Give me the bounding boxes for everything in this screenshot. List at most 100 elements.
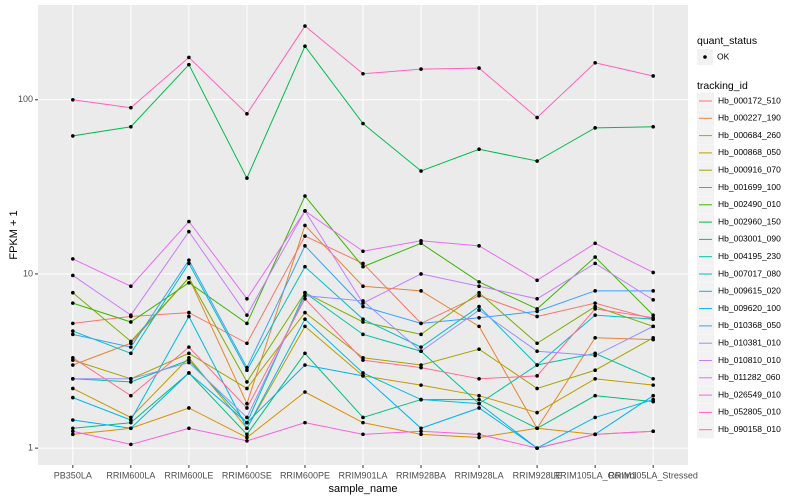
data-point <box>361 121 365 126</box>
data-point <box>477 397 481 402</box>
data-point <box>419 332 423 337</box>
data-point <box>535 341 539 346</box>
legend-label: Hb_002490_010 <box>718 199 781 209</box>
legend-label: Hb_004195_230 <box>718 251 781 261</box>
data-point <box>71 329 75 333</box>
data-point <box>245 432 249 437</box>
data-point <box>361 249 365 254</box>
data-point <box>71 321 75 326</box>
data-point <box>245 386 249 391</box>
data-point <box>71 134 75 138</box>
data-point <box>535 115 539 120</box>
data-point <box>535 426 539 431</box>
data-point <box>477 393 481 398</box>
y-tick-label: 10 <box>23 268 33 278</box>
data-point <box>593 255 597 259</box>
data-point <box>71 332 75 337</box>
data-point <box>361 264 365 269</box>
data-point <box>535 410 539 415</box>
data-point <box>129 313 133 317</box>
data-point <box>129 426 133 431</box>
data-point <box>593 289 597 293</box>
data-point <box>129 284 133 289</box>
data-point <box>361 284 365 289</box>
data-point <box>651 429 655 434</box>
data-point <box>187 406 191 410</box>
data-point <box>477 432 481 437</box>
x-tick-label: RRIM105LA_Stressed <box>608 470 698 480</box>
data-point <box>187 280 191 285</box>
data-point <box>303 390 307 394</box>
data-point <box>477 401 481 406</box>
data-point <box>187 258 191 262</box>
data-point <box>419 363 423 367</box>
legend-label: Hb_000916_070 <box>718 164 781 174</box>
data-point <box>535 296 539 301</box>
data-point <box>361 320 365 324</box>
x-tick-label: RRIM600PE <box>280 470 330 480</box>
data-point <box>477 377 481 381</box>
data-point <box>129 351 133 356</box>
data-point <box>129 393 133 398</box>
x-tick-label: RRIM600SE <box>222 470 272 480</box>
data-point <box>361 317 365 321</box>
data-point <box>535 363 539 367</box>
data-point <box>129 320 133 324</box>
data-point <box>593 261 597 266</box>
data-point <box>303 324 307 329</box>
data-point <box>477 347 481 351</box>
data-point <box>419 426 423 431</box>
data-point <box>361 332 365 337</box>
x-tick-label: RRIM600LA <box>106 470 155 480</box>
data-point <box>477 316 481 320</box>
data-point <box>651 316 655 320</box>
legend-label: Hb_003001_090 <box>718 234 781 244</box>
data-point <box>535 374 539 378</box>
data-point <box>129 442 133 447</box>
data-point <box>187 219 191 224</box>
data-point <box>187 314 191 319</box>
data-point <box>419 238 423 243</box>
data-point <box>651 313 655 317</box>
data-point <box>245 415 249 420</box>
data-point <box>535 278 539 283</box>
data-point <box>651 324 655 329</box>
x-axis-title: sample_name <box>328 483 397 495</box>
data-point <box>245 439 249 443</box>
x-tick-label: RRIM928LA <box>455 470 504 480</box>
data-point <box>651 124 655 129</box>
data-point <box>361 301 365 305</box>
data-point <box>361 415 365 420</box>
data-point <box>303 290 307 295</box>
data-point <box>245 296 249 301</box>
data-point <box>71 273 75 278</box>
legend-label: Hb_052805_010 <box>718 407 781 417</box>
data-point <box>71 377 75 381</box>
data-point <box>419 429 423 434</box>
data-point <box>361 374 365 378</box>
data-point <box>535 446 539 450</box>
legend-label: Hb_000172_510 <box>718 95 781 105</box>
data-point <box>71 356 75 360</box>
data-point <box>245 112 249 116</box>
data-point <box>187 229 191 234</box>
data-point <box>477 406 481 410</box>
data-point <box>651 397 655 402</box>
data-point <box>71 290 75 295</box>
data-point <box>419 272 423 276</box>
data-point <box>593 393 597 398</box>
data-point <box>419 67 423 71</box>
data-point <box>651 270 655 275</box>
data-point <box>71 301 75 305</box>
data-point <box>303 420 307 425</box>
data-point <box>535 349 539 354</box>
data-point <box>129 380 133 384</box>
data-point <box>187 62 191 67</box>
data-point <box>593 368 597 373</box>
data-point <box>245 426 249 431</box>
data-point <box>303 194 307 198</box>
data-point <box>71 386 75 391</box>
data-point <box>361 358 365 362</box>
legend-label: Hb_000227_190 <box>718 113 781 123</box>
data-point <box>419 349 423 354</box>
